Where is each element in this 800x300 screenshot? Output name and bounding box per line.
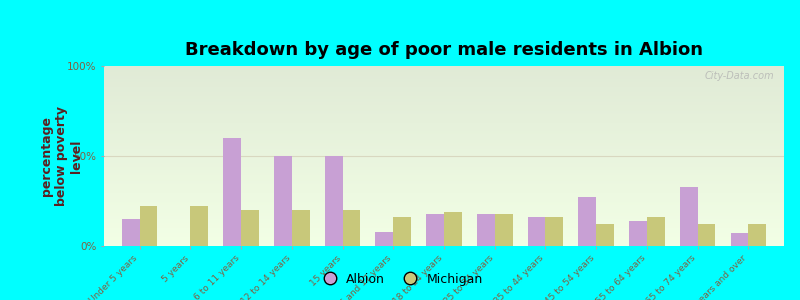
Bar bbox=[630, 221, 647, 246]
Bar bbox=[223, 138, 241, 246]
Bar bbox=[596, 224, 614, 246]
Bar bbox=[190, 206, 208, 246]
Bar bbox=[342, 210, 360, 246]
Bar bbox=[375, 232, 394, 246]
Bar bbox=[546, 217, 563, 246]
Bar bbox=[426, 214, 444, 246]
Title: Breakdown by age of poor male residents in Albion: Breakdown by age of poor male residents … bbox=[185, 41, 703, 59]
Bar bbox=[749, 224, 766, 246]
Y-axis label: percentage
below poverty
level: percentage below poverty level bbox=[40, 106, 83, 206]
Bar bbox=[292, 210, 310, 246]
Bar bbox=[139, 206, 158, 246]
Bar bbox=[325, 156, 342, 246]
Bar bbox=[241, 210, 258, 246]
Bar bbox=[680, 187, 698, 246]
Bar bbox=[528, 217, 546, 246]
Text: City-Data.com: City-Data.com bbox=[704, 71, 774, 81]
Bar bbox=[477, 214, 494, 246]
Bar bbox=[274, 156, 292, 246]
Bar bbox=[494, 214, 513, 246]
Bar bbox=[394, 217, 411, 246]
Bar bbox=[698, 224, 715, 246]
Legend: Albion, Michigan: Albion, Michigan bbox=[313, 268, 487, 291]
Bar bbox=[730, 233, 749, 246]
Bar bbox=[122, 219, 139, 246]
Bar bbox=[578, 197, 596, 246]
Bar bbox=[647, 217, 665, 246]
Bar bbox=[444, 212, 462, 246]
